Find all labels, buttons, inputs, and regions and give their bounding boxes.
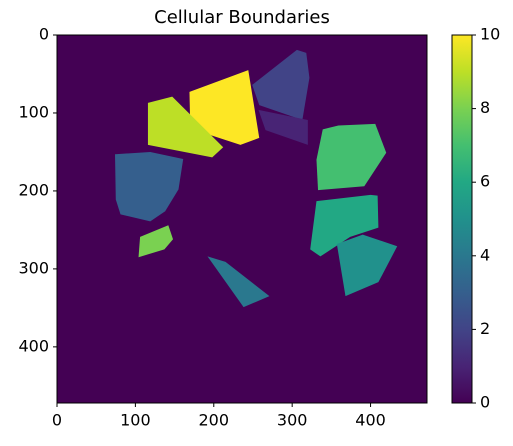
- cell: [316, 123, 387, 191]
- cell: [207, 256, 270, 308]
- colorbar-tick-label: 4: [480, 245, 490, 264]
- x-tick-label: 300: [277, 411, 308, 430]
- y-tick-label: 200: [18, 180, 49, 199]
- colorbar-tick-label: 6: [480, 172, 490, 191]
- colorbar-tick-label: 10: [480, 25, 500, 44]
- x-tick-label: 100: [120, 411, 151, 430]
- x-tick-label: 200: [199, 411, 230, 430]
- cell: [252, 49, 310, 120]
- y-tick-label: 300: [18, 258, 49, 277]
- cell: [336, 234, 398, 297]
- x-tick-label: 0: [52, 411, 62, 430]
- y-tick-label: 0: [39, 25, 49, 44]
- colorbar-tick-label: 0: [480, 393, 490, 412]
- cell: [147, 96, 224, 158]
- cell: [310, 194, 379, 257]
- x-tick-label: 400: [355, 411, 386, 430]
- colorbar: [451, 34, 473, 404]
- y-tick-label: 100: [18, 102, 49, 121]
- colorbar-tick-label: 2: [480, 319, 490, 338]
- y-tick-label: 400: [18, 336, 49, 355]
- cell: [258, 109, 308, 145]
- cell: [189, 70, 260, 145]
- cell: [115, 151, 184, 222]
- chart-title: Cellular Boundaries: [154, 7, 330, 28]
- cell: [138, 225, 174, 258]
- colorbar-tick-label: 8: [480, 98, 490, 117]
- axes-frame: [56, 34, 428, 404]
